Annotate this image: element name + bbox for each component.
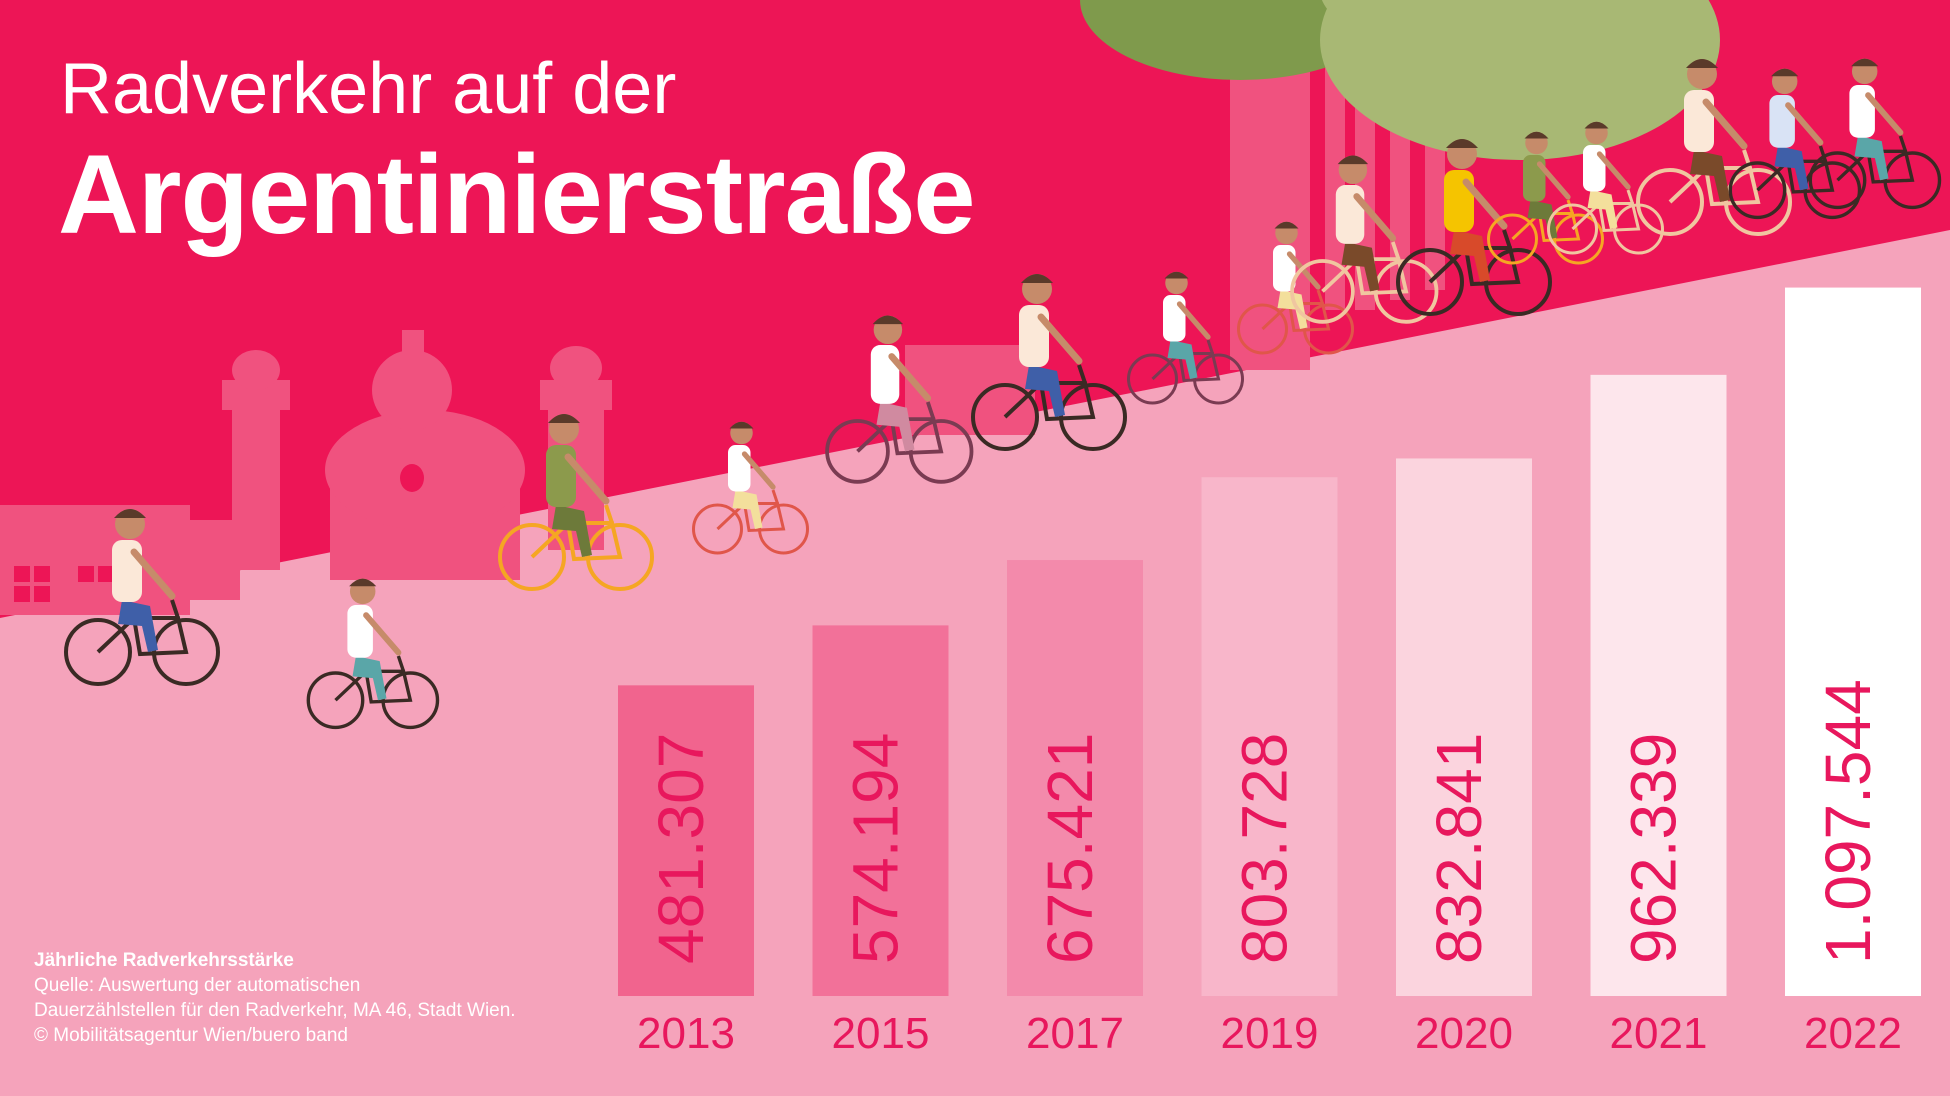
bar-value-label: 832.841 [1423, 733, 1495, 964]
bar-value-label: 675.421 [1034, 733, 1106, 964]
bar-value-label: 962.339 [1617, 733, 1689, 964]
cyclist-icon [1636, 59, 1792, 236]
bars-layer: 481.307 2013 574.194 2015 675.421 2017 803.728… [618, 287, 1921, 1058]
church-silhouette-icon [0, 60, 1445, 615]
title-line-1: Radverkehr auf der [60, 49, 677, 129]
x-tick-label: 2015 [832, 1009, 930, 1058]
x-tick-label: 2021 [1610, 1009, 1708, 1058]
bar-value-label: 481.307 [645, 733, 717, 964]
x-tick-label: 2013 [637, 1009, 735, 1058]
source-heading: Jährliche Radverkehrsstärke [34, 950, 294, 971]
source-line-3: © Mobilitätsagentur Wien/buero band [34, 1025, 348, 1046]
cyclist-icon [1127, 271, 1244, 405]
source-line-1: Quelle: Auswertung der automatischen [34, 975, 361, 996]
cyclist-icon [1728, 68, 1862, 220]
bar-2015 [812, 625, 949, 996]
cyclist-icon [1290, 155, 1439, 324]
x-tick-label: 2020 [1415, 1009, 1513, 1058]
cyclist-icon [971, 274, 1127, 451]
x-tick-label: 2019 [1221, 1009, 1319, 1058]
cyclist-icon [64, 509, 220, 686]
cyclist-icon [498, 414, 654, 591]
bar-2021 [1590, 374, 1727, 997]
tree-icon [1080, 0, 1720, 160]
source-note: Jährliche Radverkehrsstärke Quelle: Ausw… [34, 948, 516, 1048]
x-tick-label: 2022 [1804, 1009, 1902, 1058]
bar-2022 [1785, 287, 1921, 997]
title-line-2: Argentinierstraße [58, 132, 976, 257]
source-line-2: Dauerzählstellen für den Radverkehr, MA … [34, 1000, 516, 1021]
bar-2020 [1396, 458, 1532, 997]
cyclist-icon [1547, 121, 1664, 255]
bar-2017 [1007, 560, 1143, 996]
bar-value-label: 574.194 [839, 733, 911, 964]
cyclist-icon [306, 578, 440, 730]
cyclist-icon [692, 421, 809, 555]
bar-value-label: 803.728 [1228, 733, 1300, 964]
cyclist-icon [1237, 221, 1354, 355]
bar-2013 [618, 685, 754, 996]
x-tick-label: 2017 [1026, 1009, 1124, 1058]
bar-value-label: 1.097.544 [1812, 679, 1884, 964]
cyclist-icon [825, 315, 974, 484]
cyclist-icon [1808, 58, 1942, 210]
cyclists-layer [64, 58, 1942, 730]
bar-2019 [1201, 477, 1338, 996]
cyclist-icon [1396, 139, 1552, 316]
